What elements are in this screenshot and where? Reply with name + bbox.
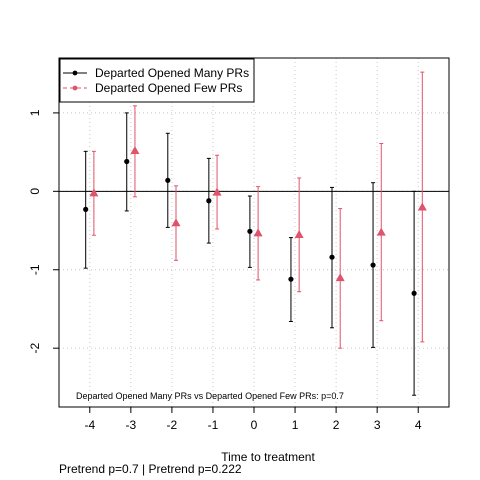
point-marker (253, 228, 263, 237)
x-tick-label: 0 (251, 418, 258, 432)
y-tick-label: 0 (28, 188, 42, 195)
x-axis-label: Time to treatment (221, 450, 315, 464)
x-tick-label: 1 (292, 418, 299, 432)
legend-box (59, 58, 255, 103)
point-marker (329, 254, 335, 260)
x-tick-label: -2 (167, 418, 178, 432)
x-tick-label: -1 (208, 418, 219, 432)
point-marker (212, 187, 222, 196)
point-marker (417, 202, 427, 211)
point-marker (89, 188, 99, 197)
point-marker (206, 198, 212, 204)
point-marker (288, 276, 294, 282)
point-marker (370, 262, 376, 268)
x-tick-label: -4 (84, 418, 95, 432)
point-marker (294, 229, 304, 238)
point-marker (247, 228, 253, 234)
x-axis: -4 -3 -2 -1 0 1 2 3 4 (84, 407, 422, 432)
series-layer (83, 71, 427, 396)
point-marker (411, 290, 417, 296)
y-axis: -2 -1 0 1 (28, 109, 59, 354)
legend-entry-2: Departed Opened Few PRs (63, 81, 242, 95)
point-marker (165, 177, 171, 183)
x-tick-label: 3 (374, 418, 381, 432)
y-tick-label: -2 (28, 343, 42, 354)
point-marker (130, 146, 140, 155)
x-tick-label: -3 (126, 418, 137, 432)
point-marker (335, 273, 345, 282)
y-tick-label: -1 (28, 264, 42, 275)
legend-marker (72, 85, 78, 91)
legend-label: Departed Opened Many PRs (95, 66, 249, 80)
series-2 (89, 71, 427, 349)
x-tick-label: 2 (333, 418, 340, 432)
legend-entry-1: Departed Opened Many PRs (63, 66, 249, 80)
comparison-annotation: Departed Opened Many PRs vs Departed Ope… (76, 391, 344, 401)
series-1 (83, 112, 417, 396)
legend-label: Departed Opened Few PRs (95, 81, 242, 95)
legend-marker (72, 70, 78, 76)
point-marker (83, 206, 89, 212)
pretrend-footer: Pretrend p=0.7 | Pretrend p=0.222 (59, 462, 242, 476)
grid (59, 58, 449, 407)
y-tick-label: 1 (28, 109, 42, 116)
point-marker (124, 158, 130, 165)
point-marker (171, 218, 181, 227)
x-tick-label: 4 (415, 418, 422, 432)
point-marker (376, 227, 386, 236)
